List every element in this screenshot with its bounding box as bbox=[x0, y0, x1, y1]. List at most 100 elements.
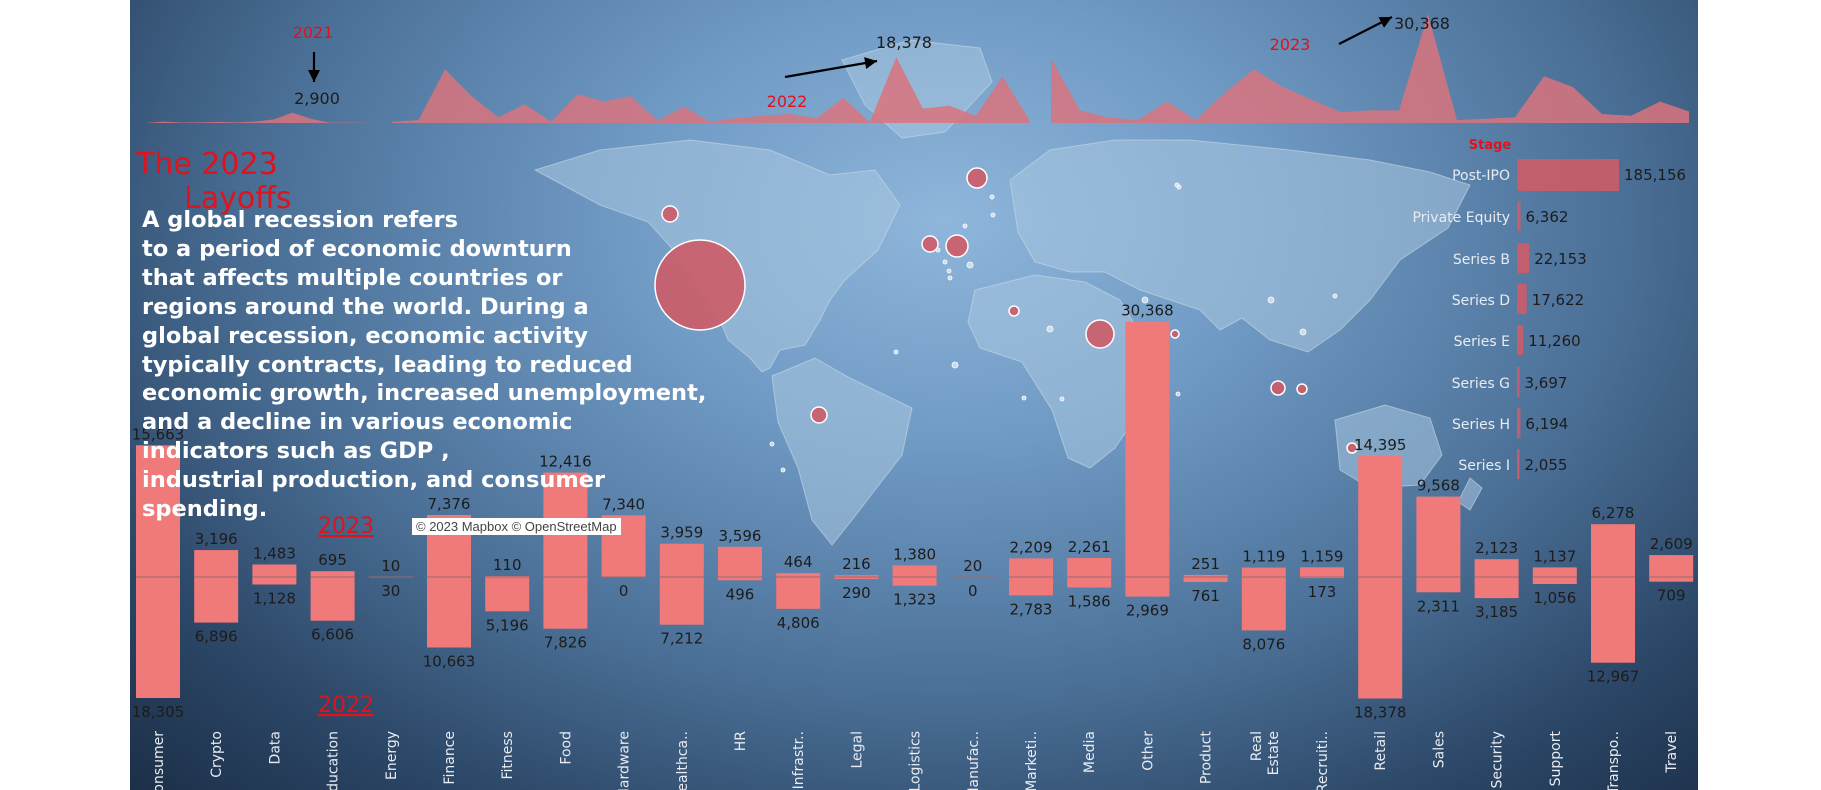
industry-value-label-2022: 173 bbox=[1308, 583, 1337, 601]
location-bubble bbox=[1346, 442, 1358, 454]
industry-bar-2022 bbox=[310, 577, 355, 621]
industry-value-label-2023: 251 bbox=[1191, 555, 1220, 573]
stage-value-label: 2,055 bbox=[1525, 456, 1568, 474]
stage-bar bbox=[1517, 449, 1520, 479]
continent-greenland bbox=[841, 39, 993, 139]
industry-category-label: Logistics bbox=[908, 731, 924, 790]
timeline-area-chart: 2021 2,900 2022 18,378 2023 30,368 bbox=[145, 14, 1689, 123]
stage-category-label: Series G bbox=[1452, 376, 1510, 392]
industry-category-label: Consumer bbox=[151, 731, 167, 790]
industry-bar-2022 bbox=[485, 577, 530, 612]
industry-bar-2022 bbox=[1241, 577, 1286, 631]
timeline-area-2023 bbox=[1051, 14, 1689, 123]
location-bubble bbox=[946, 268, 952, 274]
industry-value-label-2022: 7,826 bbox=[544, 634, 587, 652]
continent-eurasia bbox=[1009, 139, 1471, 353]
stage-bar bbox=[1517, 408, 1521, 438]
location-bubble bbox=[947, 275, 953, 281]
industry-value-label-2023: 20 bbox=[963, 557, 982, 575]
industry-value-label-2023: 7,340 bbox=[602, 495, 645, 513]
description-line: to a period of economic downturn bbox=[142, 235, 572, 262]
industry-category-label: Finance bbox=[442, 731, 458, 785]
industry-value-label-2022: 18,305 bbox=[132, 703, 185, 721]
industry-value-label-2023: 30,368 bbox=[1121, 302, 1174, 320]
location-bubble bbox=[661, 205, 679, 223]
description-line: spending. bbox=[142, 496, 268, 523]
industry-bar-2022 bbox=[659, 577, 704, 625]
industry-category-label: Infrastr.. bbox=[791, 731, 807, 789]
industry-bar-2022 bbox=[1125, 577, 1170, 597]
industry-category-label: Support bbox=[1548, 730, 1564, 786]
industry-bar-2022 bbox=[1474, 577, 1519, 599]
industry-value-label-2022: 1,128 bbox=[253, 590, 296, 608]
annotation-arrow-2022 bbox=[784, 57, 878, 79]
world-map bbox=[533, 39, 1483, 546]
stage-category-label: Series B bbox=[1453, 252, 1510, 268]
location-bubble bbox=[893, 349, 899, 355]
industry-bar-2023 bbox=[1067, 558, 1112, 577]
industry-bar-2023 bbox=[1300, 567, 1344, 577]
stage-value-label: 17,622 bbox=[1532, 291, 1585, 309]
location-bubble bbox=[1059, 396, 1065, 402]
industry-category-label: Fitness bbox=[500, 731, 516, 780]
industry-category-label: Other bbox=[1140, 731, 1156, 771]
stage-bar-chart: Stage Post-IPO 185,156 Private Equity 6,362 S… bbox=[1412, 138, 1686, 479]
industry-value-label-2022: 6,606 bbox=[311, 626, 354, 644]
annotation-arrow-2021 bbox=[308, 52, 320, 82]
industry-category-label: Food bbox=[558, 731, 574, 765]
industry-bar-2023 bbox=[252, 564, 297, 577]
industry-value-label-2023: 1,483 bbox=[253, 545, 296, 563]
location-bubble bbox=[1296, 383, 1308, 395]
stage-bar bbox=[1517, 325, 1524, 355]
title-line-2: Layoffs bbox=[184, 181, 292, 216]
industry-value-label-2023: 15,663 bbox=[132, 425, 185, 443]
industry-value-label-2023: 3,959 bbox=[660, 524, 703, 542]
description-line: A global recession refers bbox=[142, 207, 459, 233]
industry-value-label-2022: 6,896 bbox=[195, 628, 238, 646]
series-label-2022: 2022 bbox=[318, 693, 374, 718]
industry-value-label-2022: 2,783 bbox=[1010, 600, 1053, 618]
industry-value-label-2022: 3,185 bbox=[1475, 603, 1518, 621]
industry-bar-2022 bbox=[136, 577, 180, 698]
industry-value-label-2022: 2,969 bbox=[1126, 602, 1169, 620]
industry-value-label-2022: 5,196 bbox=[486, 616, 529, 634]
industry-bar-2023 bbox=[1416, 496, 1461, 577]
annotation-arrow-2021-head bbox=[308, 70, 320, 82]
stage-category-label: Post-IPO bbox=[1452, 168, 1510, 184]
industry-category-label: Recruiti.. bbox=[1315, 731, 1331, 790]
industry-category-label: Education bbox=[326, 731, 342, 790]
location-bubble bbox=[962, 223, 968, 229]
industry-value-label-2023: 6,278 bbox=[1592, 504, 1635, 522]
description-text: A global recession refers to a period of… bbox=[142, 206, 802, 524]
industry-category-label: Product bbox=[1199, 730, 1215, 784]
stage-title: Stage bbox=[1469, 138, 1512, 153]
industry-category-label: Data bbox=[267, 731, 283, 764]
stage-value-label: 6,194 bbox=[1525, 415, 1568, 433]
continent-south-america bbox=[771, 357, 913, 546]
industry-bar-2022 bbox=[1009, 577, 1053, 596]
industry-bar-2022 bbox=[1067, 577, 1112, 588]
industry-value-label-2022: 496 bbox=[726, 585, 755, 603]
annotation-arrow-2023 bbox=[1338, 16, 1393, 45]
title-line-1: The 2023 bbox=[136, 147, 278, 182]
industry-bar-2022 bbox=[834, 577, 879, 579]
industry-category-label: Travel bbox=[1664, 731, 1680, 774]
industry-category-label: Media bbox=[1082, 731, 1098, 773]
industry-category-label: Transpo.. bbox=[1606, 731, 1622, 790]
industry-bar-2023 bbox=[892, 565, 937, 577]
location-bubbles bbox=[654, 167, 1446, 504]
industry-bar-2023 bbox=[1591, 524, 1635, 577]
industry-value-label-2023: 12,416 bbox=[539, 453, 592, 471]
stage-category-label: Private Equity bbox=[1412, 210, 1510, 226]
map-attribution[interactable]: © 2023 Mapbox © OpenStreetMap bbox=[412, 518, 621, 535]
industry-value-label-2022: 10,663 bbox=[423, 653, 476, 671]
industry-bar-2023 bbox=[718, 546, 762, 577]
stage-value-label: 185,156 bbox=[1624, 166, 1686, 184]
industry-value-label-2022: 12,967 bbox=[1587, 668, 1640, 686]
location-bubble bbox=[1270, 380, 1286, 396]
industry-bar-2023 bbox=[1649, 555, 1694, 577]
location-bubble bbox=[1085, 319, 1115, 349]
annotation-year-2022: 2022 bbox=[767, 92, 808, 111]
industry-bar-2022 bbox=[543, 577, 588, 629]
industry-bar-2023 bbox=[310, 571, 355, 577]
